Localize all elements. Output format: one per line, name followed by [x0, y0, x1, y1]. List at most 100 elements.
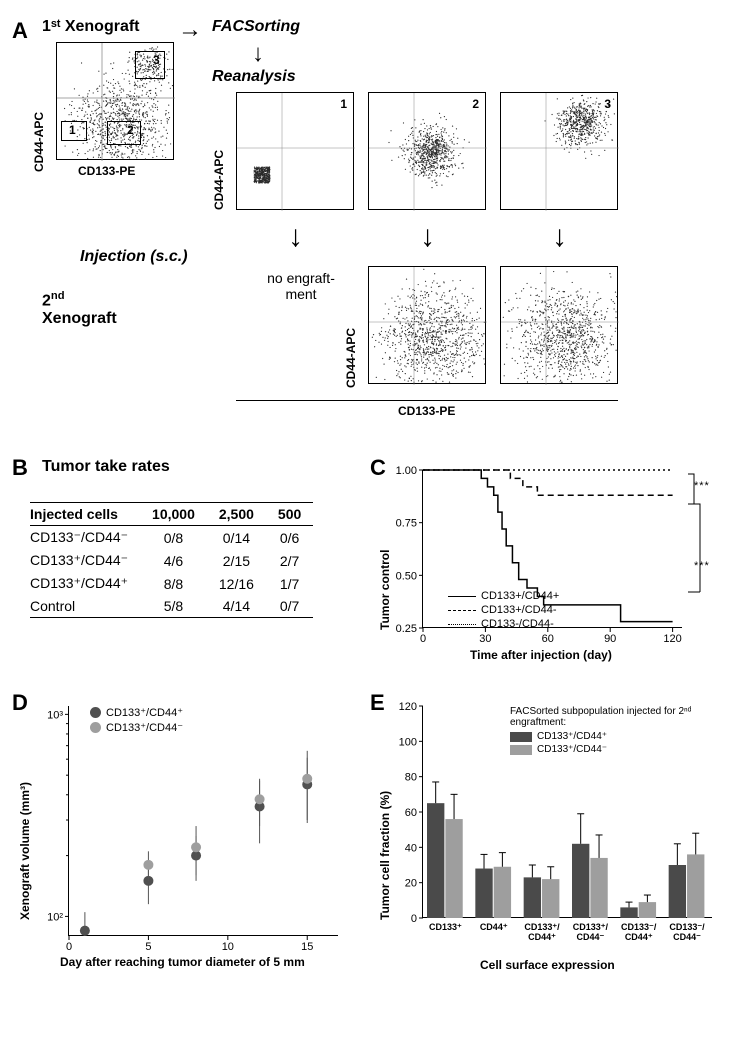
svg-text:1.00: 1.00 [396, 465, 417, 477]
svg-text:60: 60 [405, 807, 417, 819]
svg-text:CD133⁺/: CD133⁺/ [524, 922, 560, 932]
gate-1-num: 1 [69, 123, 76, 137]
svg-text:20: 20 [405, 878, 417, 890]
take-table-body: CD133⁻/CD44⁻0/80/140/6CD133⁺/CD44⁻4/62/1… [30, 526, 313, 618]
svg-text:0.25: 0.25 [396, 623, 417, 635]
xeno2-x: CD133-PE [398, 404, 455, 418]
facsorting-label: FACSorting [212, 18, 300, 36]
reanalysis-3: 3 [500, 92, 618, 210]
panel-a-label: A [12, 18, 28, 44]
legend-c-2: CD133+/CD44- [448, 604, 559, 616]
svg-text:CD133⁻/: CD133⁻/ [621, 922, 657, 932]
panel-d-svg: 10²10³051015 [69, 706, 339, 936]
svg-text:0.75: 0.75 [396, 518, 417, 530]
xeno2-3-dots [501, 267, 619, 385]
svg-text:15: 15 [301, 941, 313, 953]
svg-text:CD133⁺: CD133⁺ [429, 922, 462, 932]
th-500: 500 [266, 503, 313, 526]
stage-1st-xeno: 1ˢᵗ Xenograft [42, 18, 140, 36]
panel-c-label: C [370, 455, 386, 481]
reanalysis-2-dots [369, 93, 487, 211]
legend-d-1: CD133⁺/CD44⁺ [90, 706, 183, 719]
svg-text:CD44⁺: CD44⁺ [480, 922, 508, 932]
legend-d-2: CD133⁺/CD44⁻ [90, 721, 183, 734]
scatter-x-cd133: CD133-PE [78, 164, 135, 178]
arrow-right-1: → [178, 18, 202, 42]
reanalysis-2-num: 2 [472, 97, 479, 111]
arrow-down-r1: ↓ [288, 222, 303, 252]
xeno2-plot-3 [500, 266, 618, 384]
panel-c-legend: CD133+/CD44+ CD133+/CD44- CD133-/CD44- [448, 590, 559, 632]
panel-b-label: B [12, 455, 28, 481]
panel-d-chart: 10²10³051015 [68, 706, 338, 936]
gate-3 [135, 51, 165, 79]
svg-text:100: 100 [399, 736, 417, 748]
arrow-down-1: ↓ [252, 42, 264, 66]
svg-text:60: 60 [542, 633, 554, 645]
no-engraftment: no engraft-ment [266, 270, 336, 302]
svg-text:CD133⁻/: CD133⁻/ [669, 922, 705, 932]
cd133-underline [236, 400, 618, 401]
arrow-down-r3: ↓ [552, 222, 567, 252]
panel-d-legend: CD133⁺/CD44⁺ CD133⁺/CD44⁻ [90, 706, 183, 736]
xeno2-y: CD44-APC [344, 278, 358, 388]
svg-text:90: 90 [604, 633, 616, 645]
reanalysis-label: Reanalysis [212, 68, 296, 86]
svg-text:CD44⁺: CD44⁺ [528, 932, 556, 942]
svg-text:CD44⁻: CD44⁻ [673, 932, 701, 942]
panel-e-label: E [370, 690, 385, 716]
legend-e-1: CD133⁺/CD44⁺ [510, 731, 710, 742]
take-rate-table: Injected cells 10,000 2,500 500 CD133⁻/C… [30, 502, 313, 618]
panel-d-y: Xenograft volume (mm³) [18, 740, 32, 920]
panel-e-y: Tumor cell fraction (%) [378, 740, 392, 920]
svg-text:120: 120 [663, 633, 681, 645]
reanalysis-3-num: 3 [604, 97, 611, 111]
panel-e-x: Cell surface expression [480, 958, 615, 972]
reanalysis-y: CD44-APC [212, 100, 226, 210]
legend-e-title: FACSorted subpopulation injected for 2ⁿᵈ… [510, 706, 710, 728]
stage-2nd-xeno-1: 2nd [42, 290, 65, 310]
sig-brackets [686, 470, 710, 630]
legend-c-1: CD133+/CD44+ [448, 590, 559, 602]
panel-e-legend: FACSorted subpopulation injected for 2ⁿᵈ… [510, 706, 710, 757]
svg-text:CD133⁺/: CD133⁺/ [573, 922, 609, 932]
gate-3-num: 3 [153, 53, 160, 67]
gate-2-num: 2 [127, 123, 134, 137]
th-injected: Injected cells [30, 503, 140, 526]
svg-text:80: 80 [405, 772, 417, 784]
svg-text:CD44⁺: CD44⁺ [625, 932, 653, 942]
svg-text:CD44⁻: CD44⁻ [576, 932, 604, 942]
injection-label: Injection (s.c.) [80, 248, 188, 266]
reanalysis-1-dots [237, 93, 355, 211]
panel-d-label: D [12, 690, 28, 716]
panel-c-x: Time after injection (day) [470, 648, 612, 662]
legend-c-3: CD133-/CD44- [448, 618, 559, 630]
reanalysis-2: 2 [368, 92, 486, 210]
panel-d-x: Day after reaching tumor diameter of 5 m… [60, 955, 305, 969]
reanalysis-1-num: 1 [340, 97, 347, 111]
svg-text:10³: 10³ [47, 709, 63, 721]
svg-text:10²: 10² [47, 911, 63, 923]
th-2500: 2,500 [207, 503, 266, 526]
svg-text:120: 120 [399, 701, 417, 713]
scatter-y-cd44: CD44-APC [32, 62, 46, 172]
reanalysis-3-dots [501, 93, 619, 211]
svg-text:0: 0 [420, 633, 426, 645]
xeno2-2-dots [369, 267, 487, 385]
stage-2nd-xeno-2: Xenograft [42, 310, 117, 328]
svg-text:40: 40 [405, 842, 417, 854]
svg-text:30: 30 [479, 633, 491, 645]
svg-text:0: 0 [66, 941, 72, 953]
th-10000: 10,000 [140, 503, 207, 526]
svg-text:5: 5 [145, 941, 151, 953]
svg-text:0: 0 [411, 913, 417, 925]
reanalysis-1: 1 [236, 92, 354, 210]
legend-e-2: CD133⁺/CD44⁻ [510, 744, 710, 755]
panel-c-y: Tumor control [378, 500, 392, 630]
svg-text:0.50: 0.50 [396, 570, 417, 582]
svg-text:10: 10 [222, 941, 234, 953]
xeno2-plot-2 [368, 266, 486, 384]
scatter-1st-xeno: 1 2 3 [56, 42, 174, 160]
panel-b-title: Tumor take rates [42, 458, 170, 476]
gate-2 [107, 121, 141, 145]
